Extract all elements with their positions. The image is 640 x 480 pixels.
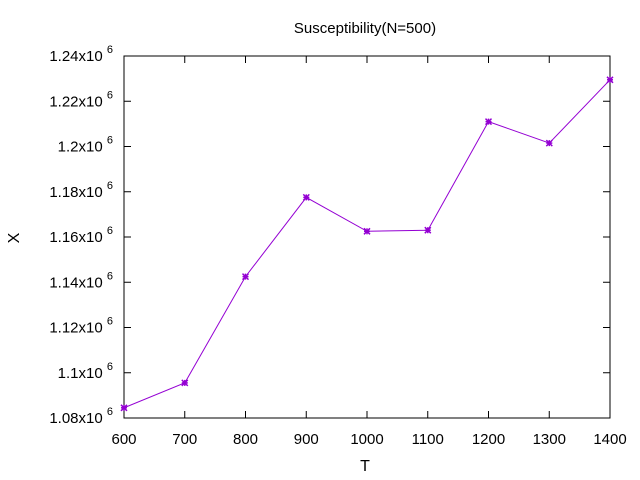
data-point [302, 193, 310, 201]
series-layer [120, 76, 614, 412]
y-tick-label: 1.24x10 6 [49, 44, 113, 65]
y-tick-label: 1.2x10 6 [58, 135, 113, 156]
x-axis-title: T [360, 458, 370, 475]
x-tick-label: 1400 [593, 431, 626, 448]
data-point [120, 404, 128, 412]
y-tick-label: 1.16x10 6 [49, 225, 113, 246]
y-tick-label: 1.12x10 6 [49, 316, 113, 337]
x-tick-label: 1300 [533, 431, 566, 448]
data-point [545, 139, 553, 147]
y-tick-label: 1.22x10 6 [49, 89, 113, 110]
data-point [181, 379, 189, 387]
y-tick-label: 1.1x10 6 [58, 361, 113, 382]
x-tick-label: 700 [172, 431, 197, 448]
data-point [424, 226, 432, 234]
x-tick-label: 1200 [472, 431, 505, 448]
plot-frame [123, 55, 611, 419]
data-point [363, 227, 371, 235]
data-point [606, 76, 614, 84]
data-point [241, 273, 250, 281]
data-point [484, 118, 493, 126]
series-line [123, 79, 611, 409]
x-tick-label: 600 [111, 431, 136, 448]
axis-ticks: 600 700 800 900 1000 1100 1200 1300 1400 1.08x10 … [49, 44, 626, 448]
y-axis-title: X [6, 232, 23, 243]
y-tick-label: 1.18x10 6 [49, 180, 113, 201]
chart-title: Susceptibility(N=500) [294, 20, 436, 37]
x-tick-label: 1000 [350, 431, 383, 448]
x-tick-label: 900 [294, 431, 319, 448]
x-tick-label: 800 [233, 431, 258, 448]
x-tick-label: 1100 [412, 431, 444, 448]
y-tick-label: 1.08x10 6 [49, 406, 113, 427]
plot-axes [123, 55, 611, 419]
y-tick-label: 1.14x10 6 [49, 270, 113, 291]
